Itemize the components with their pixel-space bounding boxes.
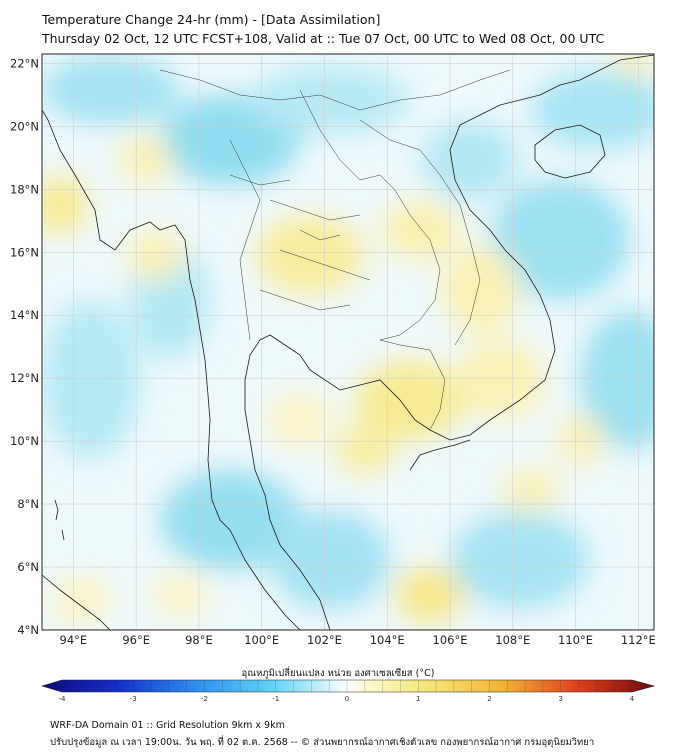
peninsula-west-coast [229, 529, 301, 630]
map-panel [41, 53, 655, 631]
latitude-label: 8°N [17, 497, 39, 511]
colorbar-title: อุณหภูมิเปลี่ยนแปลง หน่วย องศาเซลเซียส (… [241, 668, 435, 679]
latitude-label: 18°N [10, 182, 39, 196]
footer-credit: ปรับปรุงข้อมูล ณ เวลา 19:00น. วัน พฤ. ที… [50, 737, 595, 748]
map-subtitle: Thursday 02 Oct, 12 UTC FCST+108, Valid … [42, 31, 605, 46]
latitude-label: 12°N [10, 371, 39, 385]
latitude-label: 16°N [10, 245, 39, 259]
longitude-labels: 94°E 96°E 98°E 100°E 102°E 104°E 106°E 108°E 110… [60, 633, 656, 647]
mekong-delta-coast [409, 439, 471, 471]
province-lines [229, 174, 371, 311]
map-title: Temperature Change 24-hr (mm) - [Data As… [42, 12, 381, 27]
longitude-label: 106°E [433, 633, 468, 647]
latitude-label: 10°N [10, 434, 39, 448]
longitude-label: 104°E [370, 633, 405, 647]
colorbar-tick-label: 3 [559, 695, 563, 703]
latitude-label: 20°N [10, 119, 39, 133]
map-frame [41, 53, 655, 631]
colorbar-tick-label: -4 [59, 695, 67, 703]
andaman-islands [54, 499, 65, 541]
colorbar-ticks: -4 -3 -2 -1 0 1 2 3 4 [59, 680, 635, 703]
colorbar-tick-label: 4 [630, 695, 635, 703]
myanmar-coastline [42, 109, 231, 531]
hainan-island [534, 124, 606, 179]
latitude-label: 14°N [10, 308, 39, 322]
latitude-labels: 22°N 20°N 18°N 16°N 14°N 12°N 10°N 8°N 6°N 4°N [10, 56, 39, 637]
colorbar-bar [40, 679, 656, 693]
longitude-label: 110°E [558, 633, 593, 647]
thailand-laos-border [299, 89, 441, 341]
colorbar-tick-label: -2 [201, 695, 208, 703]
cambodia-border [379, 339, 446, 431]
longitude-label: 94°E [60, 633, 88, 647]
colorbar-tick-label: -3 [130, 695, 137, 703]
longitude-label: 102°E [307, 633, 342, 647]
latitude-label: 22°N [10, 56, 39, 70]
longitude-label: 98°E [185, 633, 213, 647]
peninsula-east-coast [244, 54, 654, 630]
colorbar-tick-label: 0 [345, 695, 349, 703]
colorbar: -4 -3 -2 -1 0 1 2 3 4 [40, 679, 656, 703]
thailand-myanmar-border [229, 139, 261, 341]
longitude-label: 100°E [244, 633, 279, 647]
admin-borders [159, 69, 511, 431]
footer-domain-info: WRF-DA Domain 01 :: Grid Resolution 9km … [50, 720, 285, 731]
coastlines [42, 54, 654, 630]
colorbar-tick-label: 1 [416, 695, 420, 703]
longitude-label: 96°E [122, 633, 150, 647]
longitude-label: 108°E [495, 633, 530, 647]
colorbar-tick-label: -1 [272, 695, 279, 703]
latitude-label: 4°N [17, 623, 39, 637]
china-border [159, 69, 511, 111]
longitude-label: 112°E [621, 633, 656, 647]
latitude-label: 6°N [17, 560, 39, 574]
graticule [42, 54, 654, 630]
colorbar-tick-label: 2 [487, 695, 491, 703]
sumatra-coast [42, 574, 111, 630]
laos-vietnam-border [359, 119, 481, 346]
temperature-field [42, 54, 654, 625]
